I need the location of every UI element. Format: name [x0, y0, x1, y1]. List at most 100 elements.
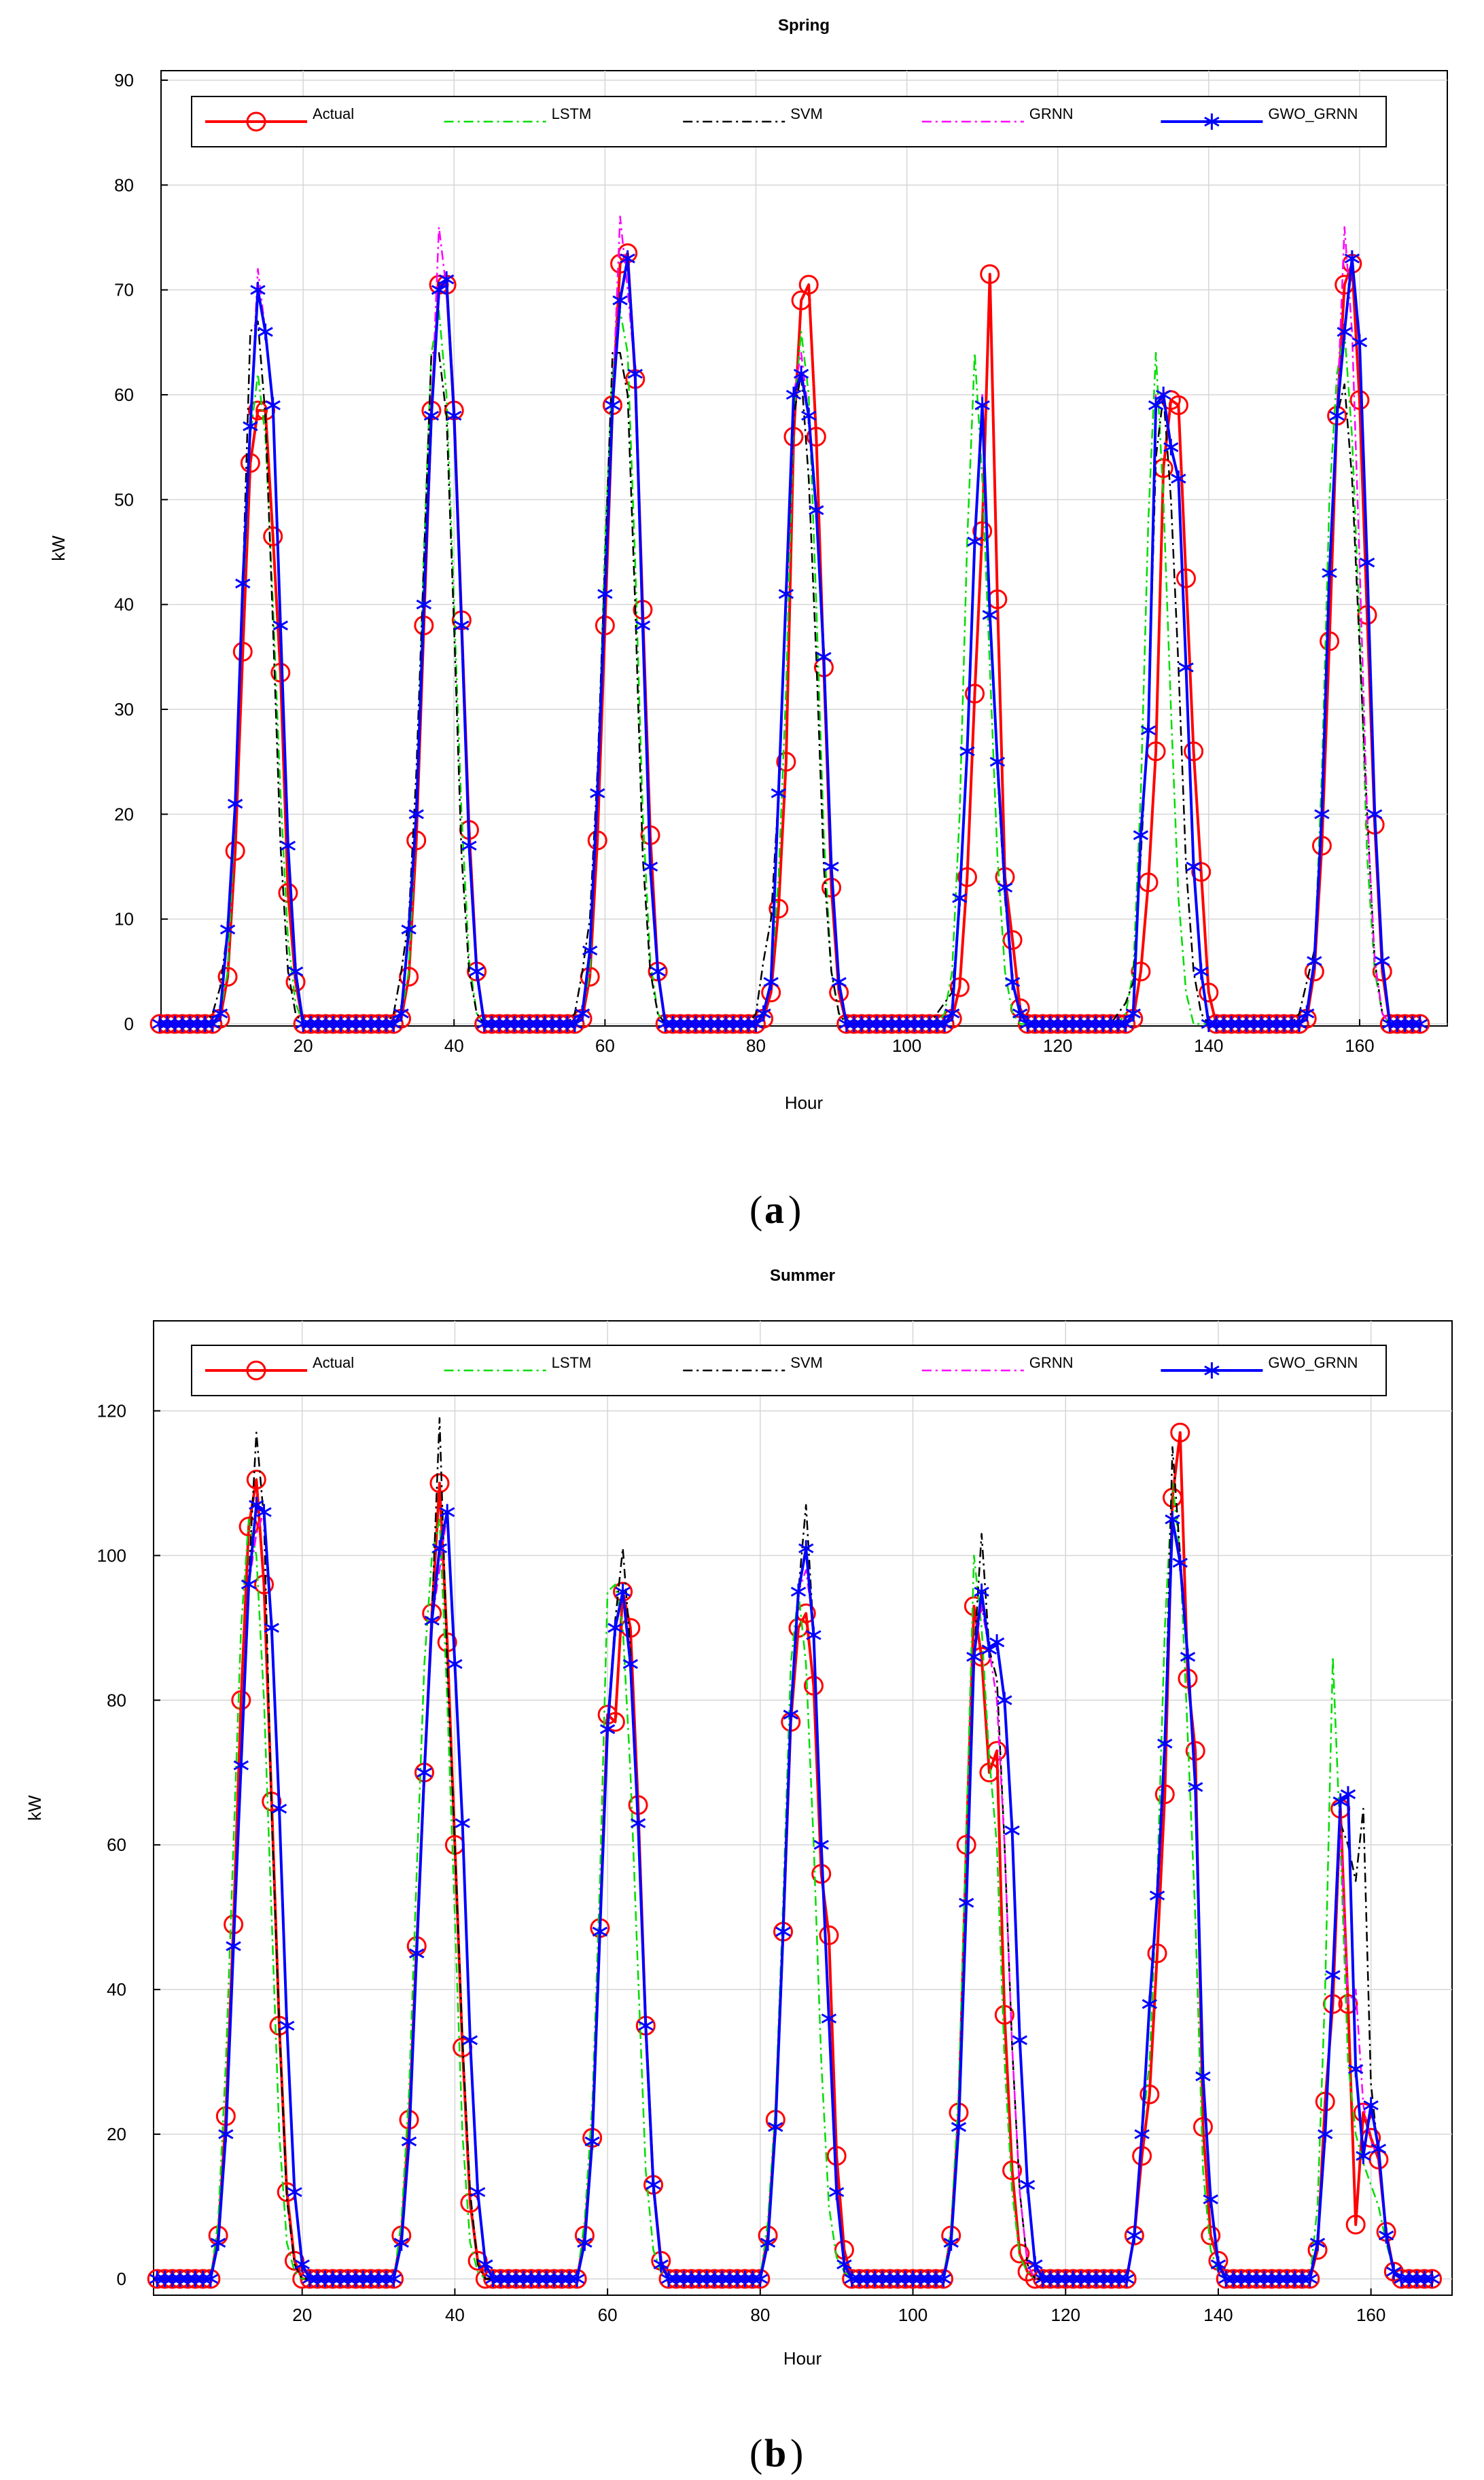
- asterisk-stroke: [1163, 442, 1179, 453]
- data-point-gwo-grnn: [401, 2133, 417, 2150]
- x-tick-label: 160: [1345, 1035, 1374, 1056]
- asterisk-stroke: [582, 945, 598, 956]
- data-point-gwo-grnn: [249, 1496, 264, 1513]
- data-point-gwo-grnn: [760, 2234, 776, 2251]
- data-point-gwo-grnn: [1340, 1786, 1356, 1803]
- asterisk-stroke: [1299, 1008, 1315, 1018]
- x-tick-label: 40: [444, 1035, 464, 1056]
- data-point-gwo-grnn: [386, 2271, 402, 2287]
- asterisk-stroke: [1027, 2259, 1043, 2270]
- asterisk-stroke: [226, 1941, 241, 1951]
- summer-panel: 20 40 60 80 100 120 140 160 0 20 40 60 80 100 120 Act…: [24, 1266, 1453, 2475]
- y-tick-label: 10: [114, 909, 134, 929]
- asterisk-stroke: [997, 883, 1013, 893]
- x-tick-label: 60: [598, 2305, 618, 2325]
- data-point-actual: [467, 2250, 488, 2271]
- y-tick-label: 20: [114, 804, 134, 824]
- asterisk-stroke: [1142, 1999, 1158, 2009]
- grid: [161, 71, 1447, 1026]
- data-point-gwo-grnn: [997, 1692, 1012, 1709]
- asterisk-stroke: [944, 1008, 960, 1018]
- asterisk-stroke: [599, 1724, 616, 1735]
- asterisk-stroke: [1203, 2194, 1218, 2205]
- data-point-gwo-grnn: [599, 1720, 616, 1737]
- asterisk-stroke: [771, 788, 786, 798]
- data-point-actual: [620, 1618, 641, 1638]
- asterisk-stroke: [793, 368, 809, 379]
- data-point-gwo-grnn: [1291, 1016, 1307, 1032]
- asterisk-stroke: [638, 2021, 654, 2031]
- asterisk-stroke: [1019, 2180, 1036, 2190]
- data-point-gwo-grnn: [943, 2234, 959, 2251]
- data-point-gwo-grnn: [1142, 1996, 1158, 2013]
- data-point-gwo-grnn: [219, 921, 236, 938]
- data-point-gwo-grnn: [778, 586, 794, 603]
- data-point-actual: [980, 264, 1000, 285]
- legend-label: GWO_GRNN: [1268, 1354, 1358, 1371]
- spring-panel: 20 40 60 80 100 120 140 160 0 10 20 30 40 50 60 70 80 90…: [48, 16, 1448, 1232]
- y-tick-label: 0: [117, 2269, 126, 2289]
- asterisk-stroke: [1337, 327, 1352, 337]
- data-point-gwo-grnn: [417, 1764, 432, 1781]
- data-point-gwo-grnn: [821, 2010, 837, 2027]
- asterisk-stroke: [1309, 2237, 1326, 2248]
- caption-letter: a: [764, 1188, 784, 1232]
- asterisk-stroke: [249, 1500, 264, 1510]
- y-axis-ticks: 0 20 40 60 80 100 120: [97, 1400, 160, 2289]
- asterisk-stroke: [943, 2237, 959, 2248]
- asterisk-stroke: [646, 2180, 661, 2190]
- data-point-gwo-grnn: [936, 2271, 951, 2287]
- data-point-gwo-grnn: [1134, 2126, 1150, 2143]
- asterisk-stroke: [952, 893, 968, 904]
- asterisk-stroke: [989, 756, 1006, 767]
- data-point-gwo-grnn: [447, 1656, 463, 1673]
- data-point-gwo-grnn: [1210, 2256, 1226, 2273]
- asterisk-stroke: [447, 1659, 463, 1669]
- asterisk-stroke: [287, 2186, 302, 2197]
- data-point-gwo-grnn: [989, 754, 1006, 770]
- asterisk-stroke: [612, 295, 628, 306]
- asterisk-stroke: [1188, 1782, 1203, 1792]
- data-point-gwo-grnn: [1193, 963, 1209, 980]
- asterisk-stroke: [1165, 1514, 1180, 1525]
- asterisk-stroke: [635, 620, 651, 631]
- data-point-gwo-grnn: [205, 1016, 221, 1032]
- data-point-actual: [1131, 961, 1151, 982]
- data-point-gwo-grnn: [982, 607, 997, 624]
- data-point-gwo-grnn: [271, 1801, 287, 1817]
- asterisk-stroke: [824, 862, 839, 872]
- y-tick-label: 90: [114, 70, 134, 90]
- asterisk-stroke: [461, 840, 477, 851]
- data-point-gwo-grnn: [1012, 2032, 1028, 2049]
- asterisk-stroke: [982, 609, 997, 620]
- asterisk-stroke: [1125, 1008, 1141, 1018]
- asterisk-stroke: [607, 1623, 623, 1633]
- data-point-gwo-grnn: [638, 2017, 654, 2034]
- asterisk-stroke: [1186, 862, 1201, 872]
- data-point-gwo-grnn: [816, 648, 832, 665]
- legend-label: SVM: [790, 1354, 823, 1371]
- data-point-gwo-grnn: [431, 1540, 448, 1557]
- y-axis-label: kW: [24, 1795, 45, 1821]
- data-point-gwo-grnn: [1347, 2061, 1364, 2078]
- asterisk-stroke: [989, 1637, 1005, 1648]
- data-point-actual: [1168, 395, 1188, 415]
- data-point-gwo-grnn: [622, 1656, 639, 1673]
- data-point-gwo-grnn: [756, 1005, 771, 1022]
- data-point-actual: [803, 1676, 824, 1696]
- series-layer: [149, 215, 1430, 1034]
- data-point-gwo-grnn: [478, 2256, 493, 2273]
- data-point-actual: [278, 883, 298, 903]
- data-point-gwo-grnn: [1322, 565, 1337, 582]
- x-axis-label: Hour: [785, 1093, 824, 1113]
- data-point-gwo-grnn: [958, 1894, 974, 1911]
- data-point-gwo-grnn: [974, 397, 990, 414]
- asterisk-stroke: [401, 924, 417, 935]
- data-point-gwo-grnn: [1186, 858, 1201, 875]
- x-tick-label: 100: [892, 1035, 921, 1056]
- data-point-gwo-grnn: [612, 292, 628, 309]
- asterisk-stroke: [241, 1579, 257, 1590]
- data-point-actual: [1192, 2116, 1213, 2137]
- asterisk-stroke: [233, 1760, 249, 1771]
- asterisk-stroke: [813, 1839, 829, 1850]
